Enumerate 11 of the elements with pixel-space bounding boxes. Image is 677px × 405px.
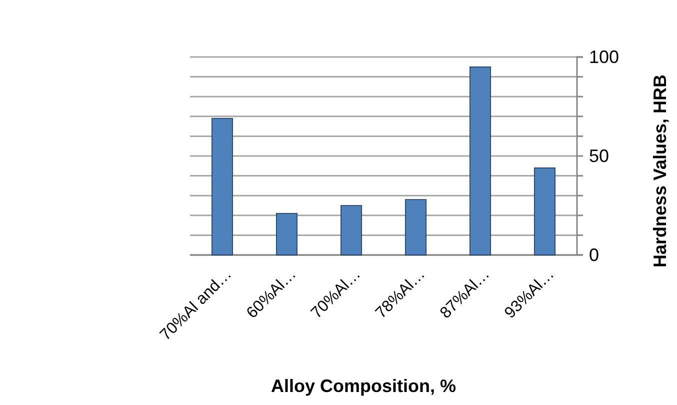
bar	[340, 205, 362, 256]
bar	[470, 66, 491, 256]
y-tick-label: 100	[589, 46, 620, 67]
y-tick-label: 0	[589, 244, 600, 265]
y-tick-label: 50	[589, 146, 610, 166]
bar	[276, 213, 298, 256]
bar	[405, 199, 426, 256]
x-axis-title: Alloy Composition, %	[270, 376, 456, 396]
y-axis-title: Hardness Values, HRB	[650, 74, 670, 268]
bar	[534, 167, 556, 256]
bar	[212, 118, 233, 256]
